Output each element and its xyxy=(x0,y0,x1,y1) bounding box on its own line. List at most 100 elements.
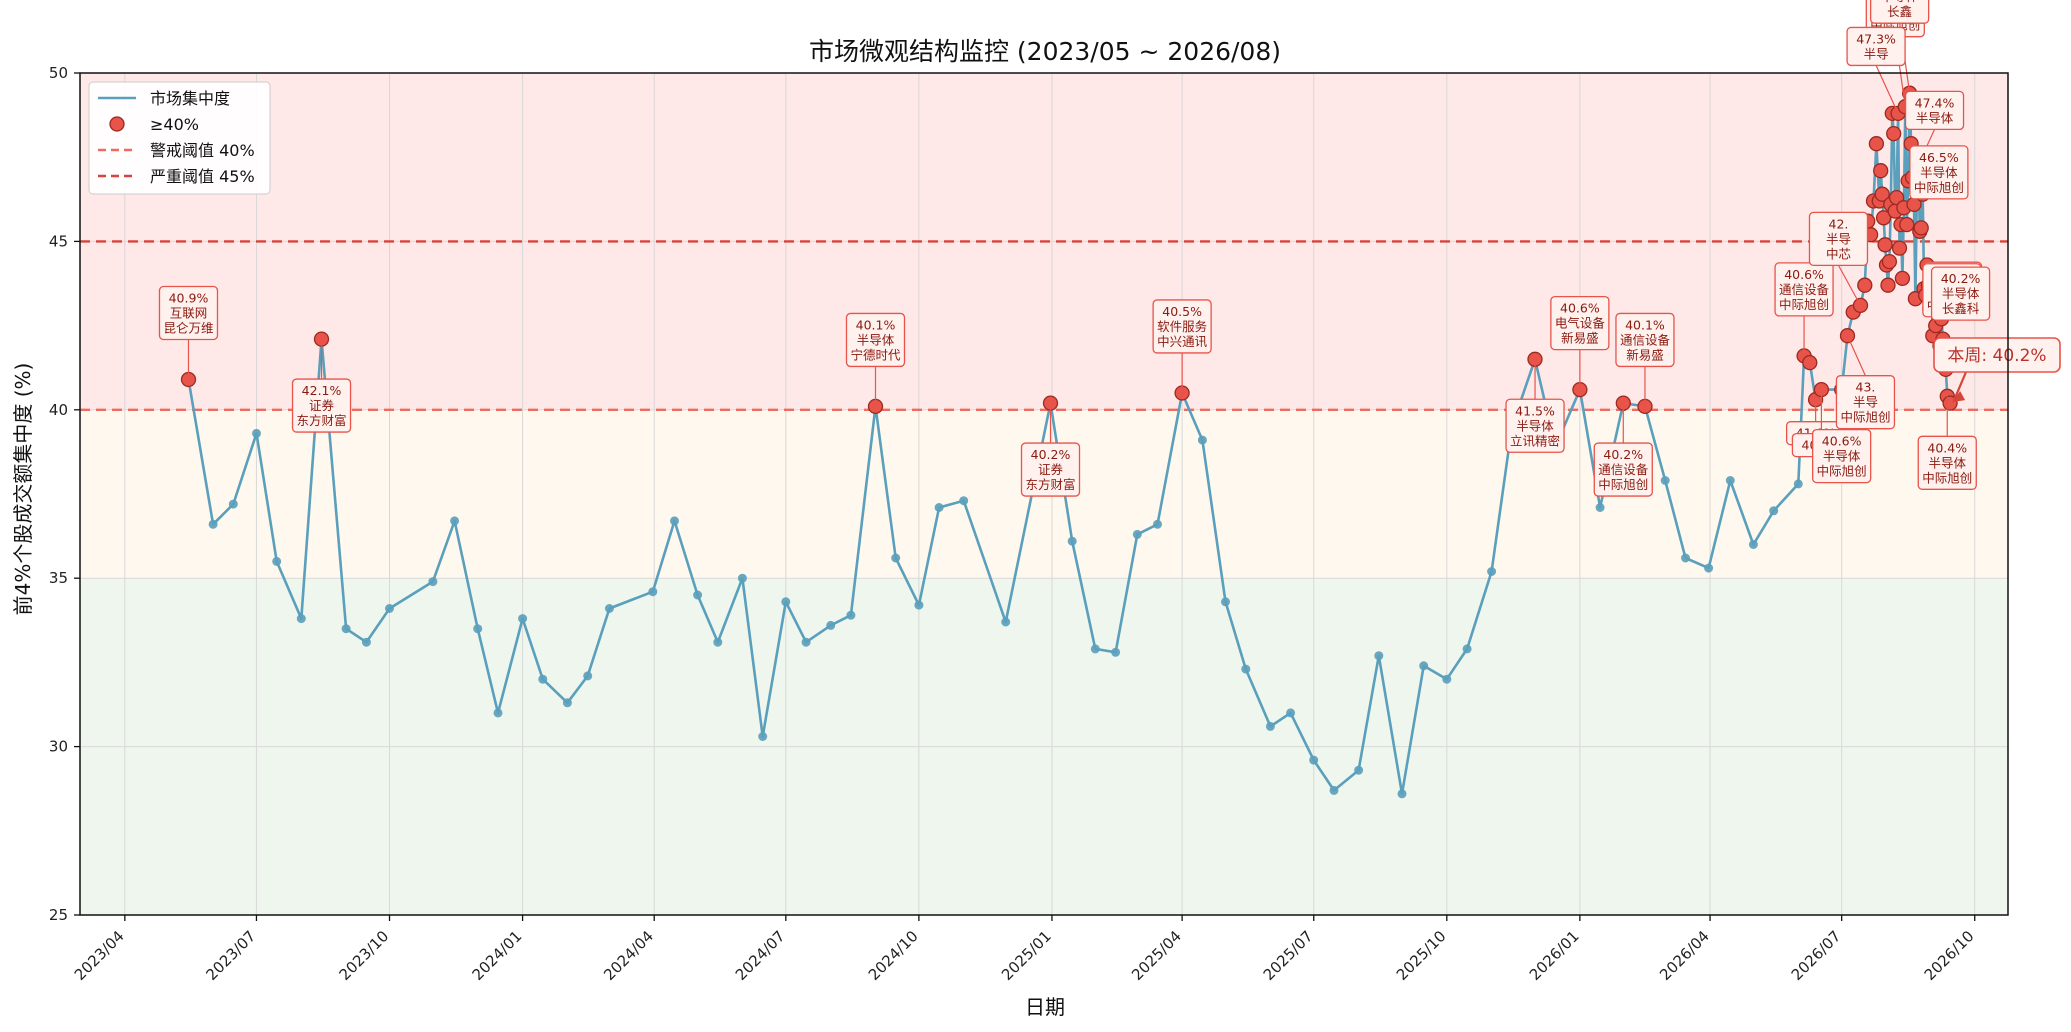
data-point xyxy=(1153,519,1162,529)
annotation-text: 40.2% xyxy=(1031,447,1071,462)
data-point xyxy=(562,698,572,708)
legend: 市场集中度 ≥40% 警戒阈值 40% 严重阈值 45% xyxy=(88,81,271,195)
alert-point xyxy=(1852,297,1869,314)
annotation-box xyxy=(1020,442,1081,497)
annotation-text: 40.6% xyxy=(1560,301,1600,316)
annotation-box xyxy=(1152,299,1212,354)
annotation-box xyxy=(1846,26,1906,67)
annotation-text: 昆仑万维 xyxy=(163,320,213,335)
annotation-text: 半导体 xyxy=(1920,165,1958,180)
series-layer xyxy=(180,85,1958,799)
annotation-text: 半导体 xyxy=(1942,286,1980,301)
annotation-text: 电气设备 xyxy=(1555,316,1606,331)
y-tick-label: 40 xyxy=(49,401,68,419)
annotation-text: 中际旭创 xyxy=(1598,477,1648,492)
data-point xyxy=(1067,536,1077,546)
data-point xyxy=(1001,617,1011,627)
data-point xyxy=(361,637,371,647)
data-point xyxy=(1419,661,1429,671)
alert-point xyxy=(1886,125,1902,142)
data-point xyxy=(1769,506,1779,516)
annotation-text: 宁德时代 xyxy=(850,347,901,362)
annotation-text: 通信设备 xyxy=(1598,462,1649,477)
data-point xyxy=(1111,647,1121,657)
annotation-text: 40.9% xyxy=(169,290,209,305)
alert-point xyxy=(1891,240,1908,256)
alert-point xyxy=(1899,216,1915,233)
x-tick-label: 2025/04 xyxy=(1128,927,1185,984)
x-axis-title: 日期 xyxy=(1025,995,1065,1019)
alert-point xyxy=(1802,354,1818,371)
current-box xyxy=(1933,337,2061,373)
annotation-text: 中际旭创 xyxy=(1922,470,1972,485)
plot-frame xyxy=(79,72,2009,916)
data-point xyxy=(493,708,503,718)
annotation-text: 东方财富 xyxy=(297,413,347,428)
x-tick-label: 2025/01 xyxy=(998,927,1055,984)
data-point xyxy=(341,624,351,634)
data-point xyxy=(428,577,438,587)
annotation-text: 中芯 xyxy=(1826,246,1851,261)
alert-point xyxy=(1877,237,1893,253)
annotation-text: 中际旭创 xyxy=(1817,464,1867,479)
alert-point xyxy=(1874,186,1890,202)
x-tick-label: 2026/10 xyxy=(1921,927,1978,984)
annotation-box xyxy=(291,378,352,433)
data-point xyxy=(914,600,924,610)
current-label: 本周: 40.2% xyxy=(1947,346,2046,366)
x-tick-label: 2024/01 xyxy=(469,927,526,984)
annotation-box xyxy=(1835,375,1896,430)
annotation-box xyxy=(1812,428,1872,484)
annotation-text: 半导 xyxy=(1864,46,1889,61)
y-tick-label: 30 xyxy=(49,738,68,756)
annotation-box xyxy=(1904,90,1965,131)
x-tick-label: 2024/04 xyxy=(600,927,657,984)
annotation-text: 通信设备 xyxy=(1779,282,1830,297)
annotation-text: 40.5% xyxy=(1162,304,1202,319)
annotation-text: 半导体 xyxy=(1881,0,1919,4)
x-tick-label: 2024/10 xyxy=(865,927,922,984)
annotation-text: 证券 xyxy=(309,398,335,413)
data-point xyxy=(934,503,944,512)
x-tick-label: 2023/10 xyxy=(336,927,393,984)
annotation-text: 43. xyxy=(1856,380,1876,395)
annotation-text: 立讯精密 xyxy=(1510,433,1560,448)
annotation-text: 半导体 xyxy=(1823,449,1861,464)
annotation-text: 通信设备 xyxy=(1620,332,1671,347)
annotation-box xyxy=(1917,435,1977,490)
annotation-text: 长鑫 xyxy=(1887,4,1912,19)
data-point xyxy=(208,519,218,529)
data-point xyxy=(1374,651,1384,661)
annotation-text: 40.6% xyxy=(1822,434,1862,449)
annotation-leader xyxy=(1846,335,1867,376)
annotation-text: 40.2% xyxy=(1941,271,1981,286)
data-point xyxy=(693,590,703,600)
annotation-text: 46.5% xyxy=(1919,150,1959,165)
annotation-text: 42.1% xyxy=(302,383,342,398)
x-tick-label: 2023/04 xyxy=(71,927,128,984)
x-tick-label: 2025/10 xyxy=(1393,927,1450,984)
data-point xyxy=(1462,644,1472,654)
annotation-text: 中际旭创 xyxy=(1840,410,1890,425)
annotation-text: 新易盛 xyxy=(1561,331,1599,346)
data-point xyxy=(1309,755,1319,765)
data-point xyxy=(473,624,483,634)
legend-label: 警戒阈值 40% xyxy=(150,141,255,160)
annotation-text: 40.4% xyxy=(1927,440,1967,455)
alert-point xyxy=(1881,253,1898,270)
data-point xyxy=(450,516,460,526)
annotation-text: 半导体 xyxy=(1916,110,1954,125)
data-point xyxy=(518,614,528,624)
alert-point xyxy=(1880,277,1896,293)
data-point xyxy=(891,553,901,563)
